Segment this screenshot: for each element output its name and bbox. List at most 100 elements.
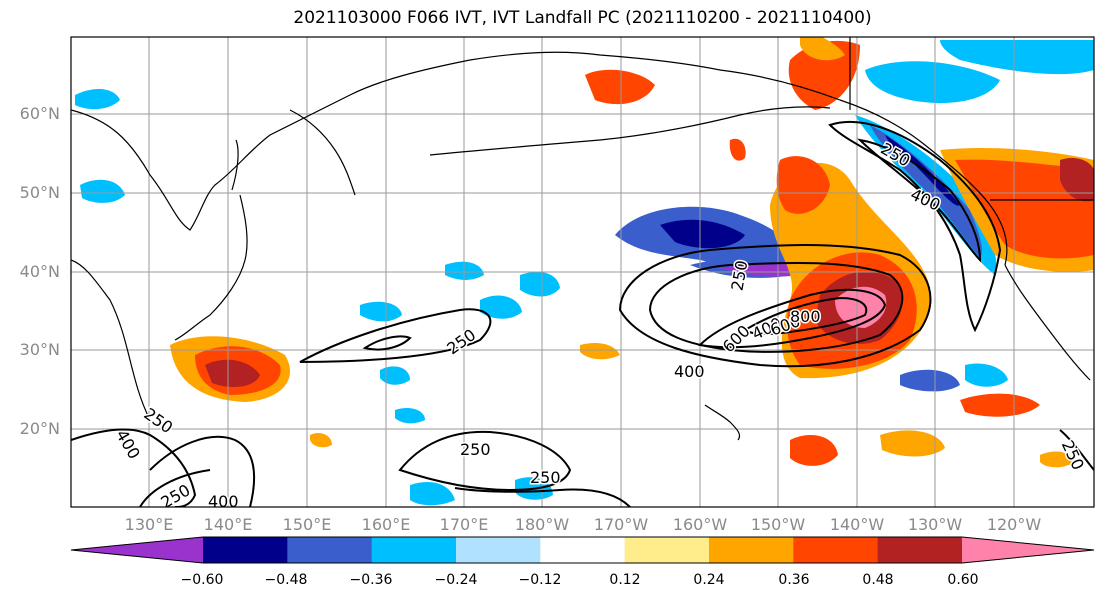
contour-400 bbox=[828, 121, 1002, 333]
shade-positive bbox=[729, 138, 746, 161]
colorbar-tick-label: −0.12 bbox=[518, 572, 562, 588]
contour-250 bbox=[362, 335, 412, 351]
contour-250 bbox=[1059, 429, 1094, 471]
shade-positive bbox=[880, 430, 945, 457]
lon-label: 130°E bbox=[124, 515, 174, 534]
contour-label: 400 bbox=[674, 362, 705, 381]
contour-label: 250 bbox=[460, 440, 491, 459]
shade-negative bbox=[75, 88, 120, 110]
shade-positive bbox=[790, 435, 838, 466]
contour-800 bbox=[743, 296, 868, 336]
lat-label: 50°N bbox=[19, 183, 60, 202]
map-frame bbox=[70, 36, 1095, 508]
colorbar-segment bbox=[371, 537, 457, 563]
colorbar-segment bbox=[793, 537, 879, 563]
coastlines bbox=[71, 37, 1094, 441]
coastline-japan bbox=[231, 139, 239, 191]
colorbar-extend-low bbox=[71, 537, 203, 563]
colorbar bbox=[70, 536, 1095, 564]
shade-negative bbox=[360, 301, 402, 322]
colorbar-outline bbox=[70, 536, 1095, 564]
shade-negative bbox=[480, 295, 522, 319]
shade-negative bbox=[410, 481, 455, 506]
lon-label: 140°E bbox=[203, 515, 253, 534]
contour-250 bbox=[71, 428, 197, 507]
lon-label: 170°E bbox=[439, 515, 489, 534]
coastline-asia bbox=[71, 51, 721, 231]
contour-label: 800 bbox=[790, 307, 821, 326]
shade-negative bbox=[900, 369, 960, 392]
colorbar-tick-label: −0.48 bbox=[264, 572, 308, 588]
shade-positive bbox=[585, 69, 655, 105]
shade-positive bbox=[960, 393, 1040, 417]
shade-positive bbox=[310, 433, 332, 448]
map-title: 2021103000 F066 IVT, IVT Landfall PC (20… bbox=[293, 8, 872, 28]
shade-positive bbox=[205, 359, 260, 387]
colorbar-tick-label: 0.48 bbox=[862, 572, 894, 588]
lon-label: 160°W bbox=[672, 515, 728, 534]
shade-positive bbox=[776, 156, 830, 214]
contour-400 bbox=[857, 138, 982, 263]
lon-label: 180°W bbox=[514, 515, 570, 534]
shade-negative bbox=[870, 125, 982, 258]
shade-negative bbox=[865, 61, 1000, 104]
colorbar-tick-label: 0.12 bbox=[609, 572, 641, 588]
shade-negative bbox=[885, 135, 960, 206]
coastline-asia bbox=[71, 259, 151, 421]
shade-positive bbox=[1060, 158, 1094, 202]
contour-label: 250 bbox=[727, 259, 751, 292]
shade-negative bbox=[380, 366, 410, 385]
lon-label: 120°W bbox=[986, 515, 1042, 534]
colorbar-tick-label: 0.24 bbox=[693, 572, 725, 588]
colorbar-segment bbox=[456, 537, 541, 563]
lon-label: 140°W bbox=[829, 515, 885, 534]
colorbar-tick-label: 0.60 bbox=[947, 572, 979, 588]
lat-label: 20°N bbox=[19, 419, 60, 438]
contour-250 bbox=[618, 244, 932, 368]
lat-label: 40°N bbox=[19, 262, 60, 281]
coastline-namerica bbox=[1004, 264, 1091, 381]
coastline-hawaii bbox=[704, 404, 741, 441]
contour-400 bbox=[648, 261, 904, 353]
shade-positive bbox=[800, 37, 845, 61]
shade-positive bbox=[580, 343, 620, 360]
colorbar-segment bbox=[540, 537, 626, 563]
colorbar-segment bbox=[877, 537, 963, 563]
lon-label: 170°W bbox=[593, 515, 649, 534]
contour-600 bbox=[697, 288, 887, 349]
lat-label: 30°N bbox=[19, 340, 60, 359]
shade-negative bbox=[395, 408, 425, 424]
contour-label: 250 bbox=[530, 468, 561, 487]
lon-label: 160°E bbox=[361, 515, 411, 534]
colorbar-tick-label: −0.60 bbox=[180, 572, 224, 588]
ivt-contours bbox=[71, 121, 1094, 507]
contour-250 bbox=[398, 430, 572, 492]
lat-label: 60°N bbox=[19, 104, 60, 123]
coastline-japan bbox=[174, 194, 248, 341]
shade-positive bbox=[788, 40, 860, 111]
colorbar-tick-label: −0.24 bbox=[434, 572, 478, 588]
colorbar-extend-high bbox=[962, 537, 1094, 563]
coastline-kamchatka bbox=[289, 109, 356, 196]
coastline-alaska bbox=[719, 69, 1008, 266]
shade-positive bbox=[955, 159, 1094, 259]
contour-400 bbox=[149, 435, 256, 507]
contour-250 bbox=[299, 308, 492, 363]
colorbar-tick-label: 0.36 bbox=[778, 572, 810, 588]
contour-label: 400 bbox=[208, 492, 239, 511]
lon-label: 150°E bbox=[282, 515, 332, 534]
contour-250 bbox=[139, 469, 211, 507]
shade-negative bbox=[660, 219, 745, 249]
shade-positive bbox=[1040, 451, 1075, 468]
shade-negative bbox=[940, 40, 1094, 75]
colorbar-segment bbox=[624, 537, 710, 563]
colorbar-tick-label: −0.36 bbox=[349, 572, 393, 588]
contour-250 bbox=[454, 487, 631, 507]
colorbar-segment bbox=[709, 537, 794, 563]
colorbar-segment bbox=[287, 537, 373, 563]
lon-label: 150°W bbox=[750, 515, 806, 534]
shade-negative bbox=[520, 271, 560, 297]
shading-layer bbox=[75, 37, 1094, 506]
coastline-aleutians bbox=[429, 106, 831, 156]
